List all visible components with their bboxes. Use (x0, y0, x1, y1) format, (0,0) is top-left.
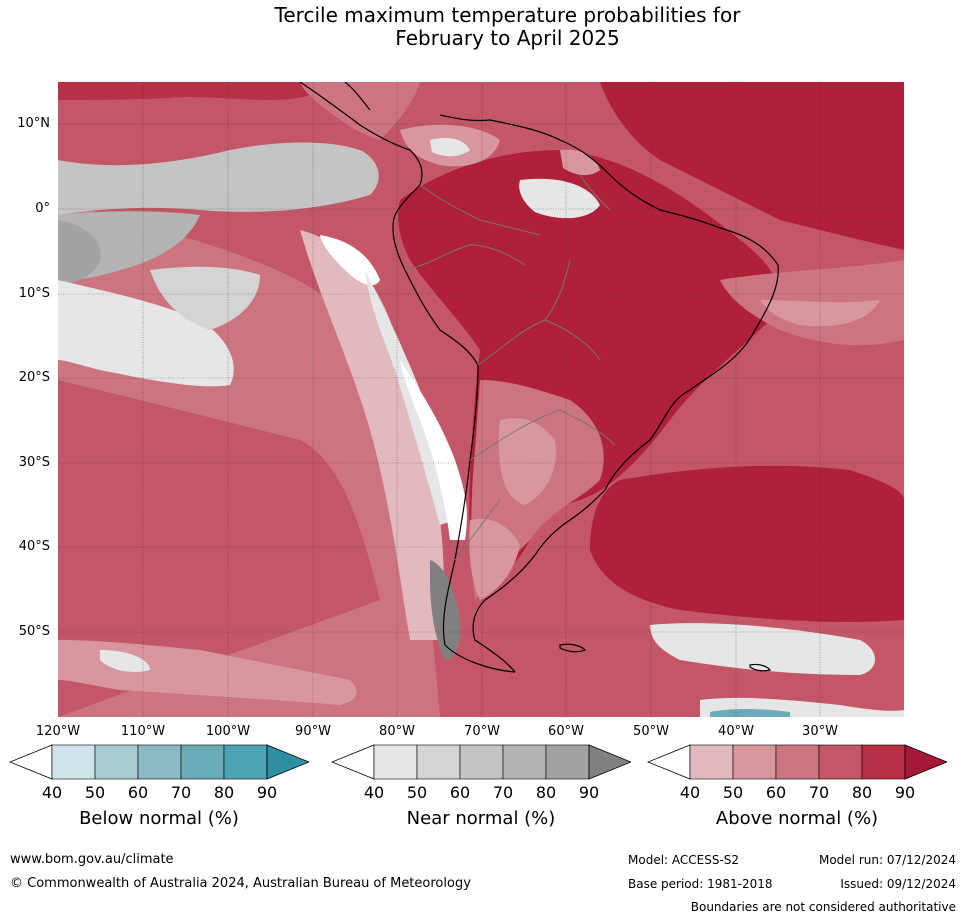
below-tick-70: 70 (170, 783, 192, 802)
model-run-text: Model run: 07/12/2024 (818, 853, 956, 867)
colorbar-extend-low (331, 744, 375, 780)
lon-label-100w: 100°W (205, 724, 251, 739)
lon-label-110w: 110°W (120, 724, 166, 739)
probability-fields (58, 82, 904, 717)
colorbar-below-normal (9, 743, 309, 783)
colorbar-swatch (689, 744, 734, 780)
colorbar-swatch (223, 744, 268, 780)
above-tick-80: 80 (851, 783, 873, 802)
colorbar-swatch (137, 744, 182, 780)
chart-title: Tercile maximum temperature probabilitie… (0, 4, 965, 50)
lon-label-90w: 90°W (295, 724, 331, 739)
above-tick-40: 40 (679, 783, 701, 802)
gridlines (58, 82, 904, 717)
colorbar-near-normal-swatches (331, 744, 631, 780)
above-tick-60: 60 (765, 783, 787, 802)
near-tick-60: 60 (449, 783, 471, 802)
colorbar-extend-high (266, 744, 309, 780)
disclaimer-text: Boundaries are not considered authoritat… (690, 900, 956, 914)
copyright-text: © Commonwealth of Australia 2024, Austra… (10, 876, 471, 891)
lon-label-80w: 80°W (379, 724, 415, 739)
above-tick-50: 50 (722, 783, 744, 802)
colorbar-extend-high (904, 744, 947, 780)
colorbar-swatch (545, 744, 590, 780)
below-tick-90: 90 (256, 783, 278, 802)
colorbar-extend-low (9, 744, 53, 780)
lon-label-60w: 60°W (548, 724, 584, 739)
colorbar-near-normal (331, 743, 631, 783)
colorbar-extend-high (588, 744, 631, 780)
above-tick-70: 70 (808, 783, 830, 802)
lon-label-40w: 40°W (718, 724, 754, 739)
below-tick-40: 40 (41, 783, 63, 802)
lat-label-40s: 40°S (18, 539, 50, 554)
lat-label-30s: 30°S (18, 455, 50, 470)
colorbar-swatch (732, 744, 777, 780)
colorbar-swatch (180, 744, 225, 780)
near-tick-70: 70 (492, 783, 514, 802)
colorbar-swatch (818, 744, 863, 780)
colorbar-swatch (459, 744, 504, 780)
model-text: Model: ACCESS-S2 (628, 853, 740, 867)
above-tick-90: 90 (894, 783, 916, 802)
lat-label-10n: 10°N (17, 116, 50, 131)
colorbar-extend-low (647, 744, 691, 780)
colorbar-swatch (861, 744, 906, 780)
lon-label-120w: 120°W (35, 724, 81, 739)
colorbar-below-normal-swatches (9, 744, 309, 780)
near-tick-50: 50 (406, 783, 428, 802)
colorbar-swatch (51, 744, 96, 780)
colorbar-label-near: Near normal (%) (406, 808, 556, 829)
below-tick-50: 50 (84, 783, 106, 802)
near-tick-80: 80 (535, 783, 557, 802)
lon-label-50w: 50°W (633, 724, 669, 739)
lat-label-50s: 50°S (18, 624, 50, 639)
colorbar-swatch (373, 744, 418, 780)
lon-label-30w: 30°W (802, 724, 838, 739)
issued-text: Issued: 09/12/2024 (840, 877, 956, 891)
website-link[interactable]: www.bom.gov.au/climate (10, 852, 174, 867)
lat-label-20s: 20°S (18, 370, 50, 385)
base-period-text: Base period: 1981-2018 (628, 877, 773, 891)
below-tick-60: 60 (127, 783, 149, 802)
lat-label-0: 0° (35, 201, 50, 216)
colorbar-swatch (416, 744, 461, 780)
country-borders (404, 174, 616, 561)
lon-label-70w: 70°W (464, 724, 500, 739)
below-tick-80: 80 (213, 783, 235, 802)
colorbar-swatch (775, 744, 820, 780)
colorbar-above-normal-swatches (647, 744, 947, 780)
probability-map (58, 82, 904, 717)
colorbar-above-normal (647, 743, 947, 783)
colorbar-label-below: Below normal (%) (79, 808, 239, 829)
title-line-1: Tercile maximum temperature probabilitie… (274, 3, 741, 27)
coastlines (299, 82, 779, 673)
colorbar-label-above: Above normal (%) (715, 808, 879, 829)
near-tick-90: 90 (578, 783, 600, 802)
near-tick-40: 40 (363, 783, 385, 802)
colorbar-swatch (502, 744, 547, 780)
colorbar-swatch (94, 744, 139, 780)
title-line-2: February to April 2025 (395, 26, 620, 50)
lat-label-10s: 10°S (18, 286, 50, 301)
